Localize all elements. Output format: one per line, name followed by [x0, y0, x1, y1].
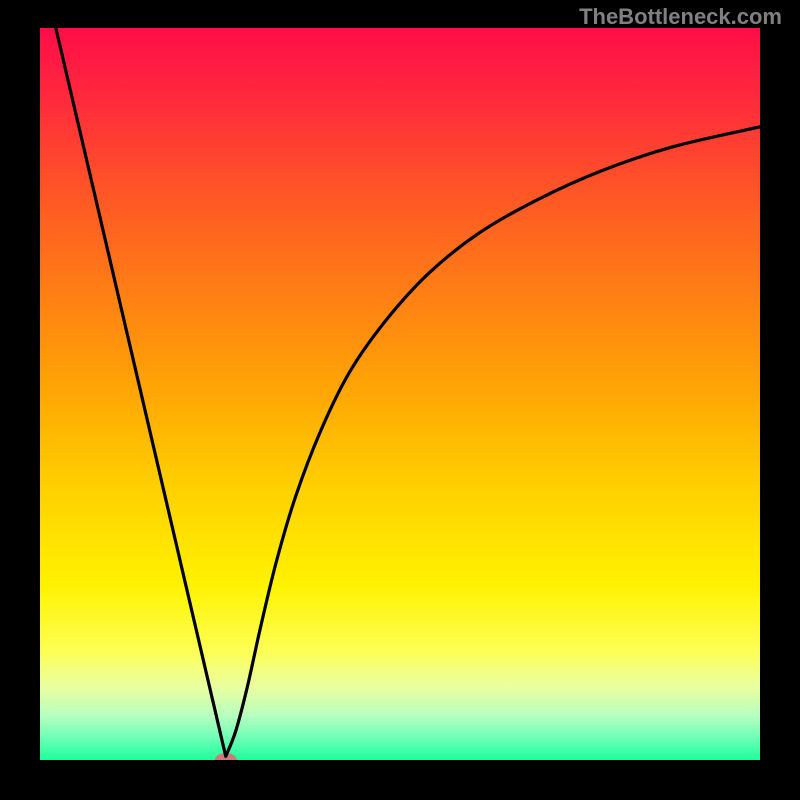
watermark-text: TheBottleneck.com	[579, 4, 782, 30]
plot-area	[40, 28, 760, 760]
gradient-background	[40, 28, 760, 760]
plot-svg	[40, 28, 760, 760]
chart-container: TheBottleneck.com	[0, 0, 800, 800]
